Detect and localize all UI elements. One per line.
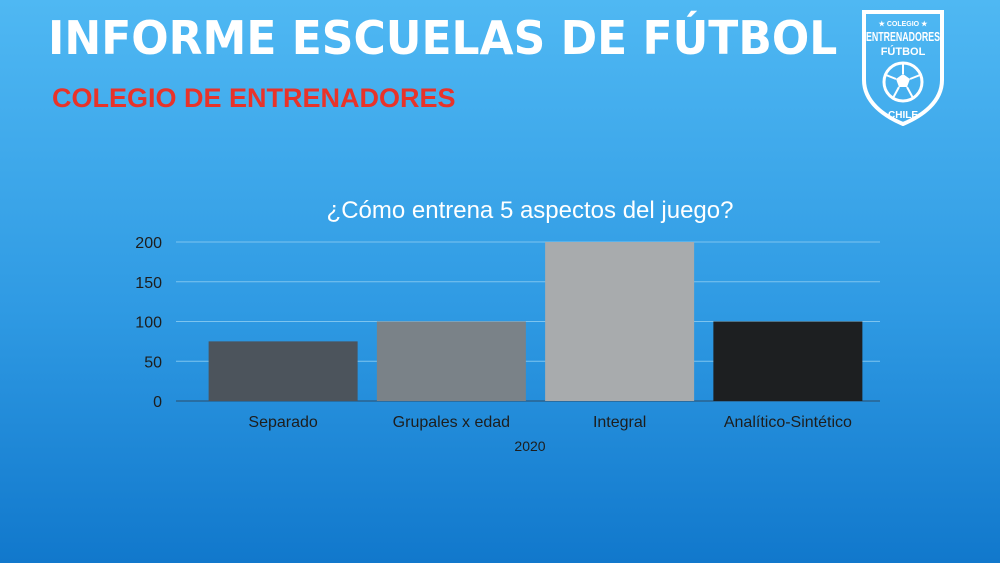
football-icon <box>882 61 924 103</box>
svg-text:★ COLEGIO ★: ★ COLEGIO ★ <box>879 20 928 28</box>
y-tick-label: 50 <box>144 354 162 371</box>
svg-text:FÚTBOL: FÚTBOL <box>881 45 926 58</box>
report-subtitle: COLEGIO DE ENTRENADORES <box>52 83 456 113</box>
y-tick-label: 200 <box>135 235 162 252</box>
colegio-entrenadores-logo: ★ COLEGIO ★ ENTRENADORES FÚTBOL CHILE <box>862 10 944 126</box>
svg-text:ENTRENADORES: ENTRENADORES <box>866 29 940 44</box>
svg-text:CHILE: CHILE <box>888 110 918 121</box>
bar <box>376 321 526 401</box>
x-tick-label: Separado <box>248 414 317 431</box>
y-tick-label: 0 <box>153 394 162 411</box>
x-tick-label: Integral <box>593 414 646 431</box>
bar <box>713 321 863 401</box>
y-tick-label: 150 <box>135 275 162 292</box>
y-tick-label: 100 <box>135 315 162 332</box>
bar <box>208 341 358 401</box>
series-label: 2020 <box>514 438 546 454</box>
bar <box>545 242 695 401</box>
x-tick-label: Analítico-Sintético <box>724 414 852 431</box>
chart-title: ¿Cómo entrena 5 aspectos del juego? <box>326 197 734 224</box>
report-title: INFORME ESCUELAS DE FÚTBOL <box>48 12 838 66</box>
x-tick-label: Grupales x edad <box>393 414 510 431</box>
